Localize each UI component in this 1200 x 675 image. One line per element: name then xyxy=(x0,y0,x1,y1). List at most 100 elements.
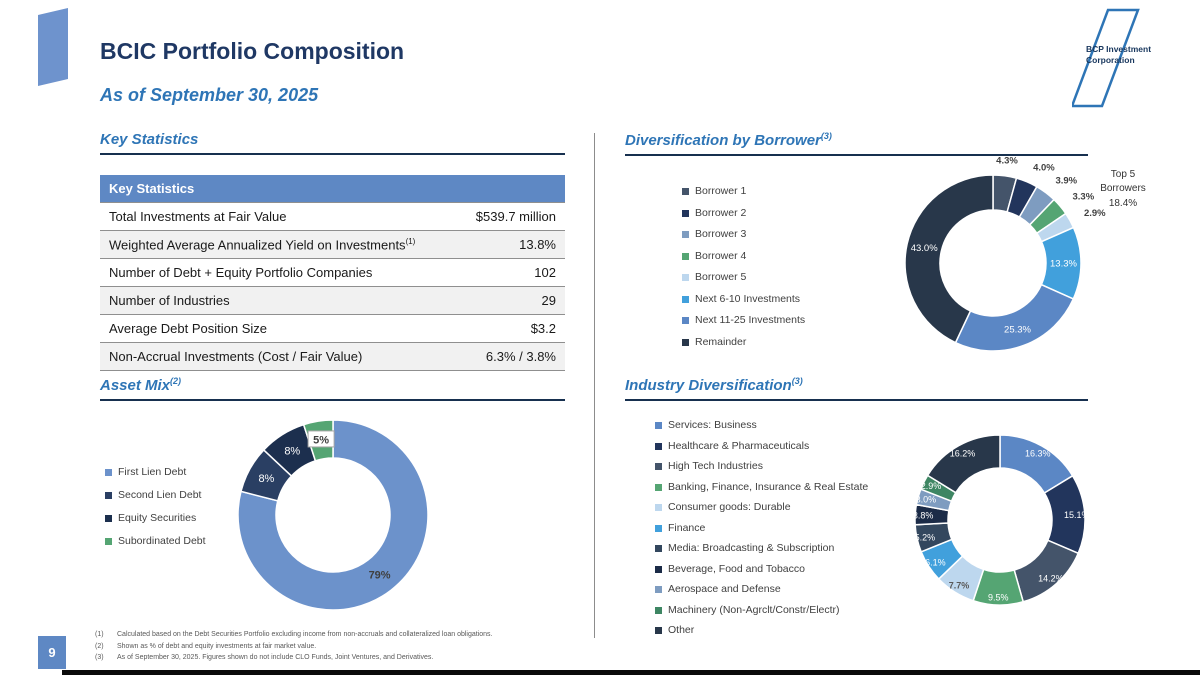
legend-swatch-icon xyxy=(105,492,112,499)
donut-data-label: 16.3% xyxy=(1025,448,1051,458)
donut-data-label: 2.9% xyxy=(921,481,942,491)
donut-data-label: 3.8% xyxy=(913,511,934,521)
stats-row: Number of Debt + Equity Portfolio Compan… xyxy=(100,258,565,288)
section-title: Asset Mix xyxy=(100,377,171,394)
donut-data-label: 6.1% xyxy=(925,557,946,567)
legend-item: Banking, Finance, Insurance & Real Estat… xyxy=(655,480,869,493)
legend-label: Consumer goods: Durable xyxy=(668,501,791,513)
top5-value: 18.4% xyxy=(1108,198,1138,209)
legend-item: Finance xyxy=(655,521,868,534)
page-title: BCIC Portfolio Composition xyxy=(100,38,405,64)
stats-row: Number of Industries 29 xyxy=(100,286,565,316)
donut-data-label: 14.2% xyxy=(1038,573,1064,583)
legend-swatch-icon xyxy=(655,586,662,593)
legend-label: First Lien Debt xyxy=(118,466,187,478)
accent-flag xyxy=(38,8,68,86)
legend-label: High Tech Industries xyxy=(668,460,763,472)
stat-label: Total Investments at Fair Value xyxy=(100,202,457,231)
legend-label: Equity Securities xyxy=(118,512,197,524)
legend-label: Services: Business xyxy=(668,419,757,431)
legend-label: Media: Broadcasting & Subscription xyxy=(668,542,835,554)
footnote-ref: (3) xyxy=(791,376,803,386)
footnote-text: Calculated based on the Debt Securities … xyxy=(117,631,493,638)
legend-swatch-icon xyxy=(655,627,662,634)
legend-label: Second Lien Debt xyxy=(118,489,202,501)
top5-borrowers-annotation: Top 5 Borrowers 18.4% xyxy=(1092,168,1154,211)
legend-item: Borrower 1 xyxy=(682,186,805,197)
donut-data-label: 7.7% xyxy=(949,581,970,591)
stat-label: Number of Debt + Equity Portfolio Compan… xyxy=(100,258,457,288)
legend-item: Aerospace and Defense xyxy=(655,584,868,595)
legend-label: Borrower 3 xyxy=(695,228,747,240)
donut-data-label: 15.1% xyxy=(1064,510,1090,520)
legend-item: Media: Broadcasting & Subscription xyxy=(655,543,868,554)
section-title: Key Statistics xyxy=(100,131,199,148)
legend-label: Banking, Finance, Insurance & Real Estat… xyxy=(668,480,869,493)
top5-line1: Top 5 xyxy=(1110,169,1136,180)
footnote-ref: (2) xyxy=(95,642,104,650)
top5-line2: Borrowers xyxy=(1100,182,1146,194)
footnote-ref: (3) xyxy=(95,654,104,661)
legend-swatch-icon xyxy=(682,252,689,260)
legend-label: Beverage, Food and Tobacco xyxy=(668,562,805,575)
legend-swatch-icon xyxy=(105,538,112,545)
legend-swatch-icon xyxy=(105,515,112,522)
donut-data-label: 16.2% xyxy=(950,448,976,458)
industry-legend: Services: Business Healthcare & Pharmaceu… xyxy=(655,420,868,636)
donut-data-label: 9.5% xyxy=(988,592,1009,602)
stat-value: 13.8% xyxy=(456,230,565,260)
legend-item: Healthcare & Pharmaceuticals xyxy=(655,440,868,452)
bottom-bar xyxy=(62,670,1200,675)
donut-segment-next-11-25-investments xyxy=(954,283,1075,352)
footnote-ref: (3) xyxy=(820,131,832,141)
legend-swatch-icon xyxy=(682,231,689,238)
donut-data-label: 3.9% xyxy=(1055,175,1077,186)
footnotes: (1) Calculated based on the Debt Securiti… xyxy=(95,629,493,664)
legend-label: Aerospace and Defense xyxy=(668,583,781,595)
legend-item: Consumer goods: Durable xyxy=(655,502,868,513)
logo-line2: Corporation xyxy=(1086,54,1135,65)
legend-item: Borrower 5 xyxy=(682,272,805,283)
legend-swatch-icon xyxy=(682,338,689,346)
legend-label: Borrower 2 xyxy=(695,206,747,219)
donut-data-label: 3.3% xyxy=(1073,191,1095,202)
stat-value: 6.3% / 3.8% xyxy=(456,342,565,372)
footnote-ref: (2) xyxy=(170,376,182,386)
legend-label: Other xyxy=(668,624,695,636)
company-logo: BCP Investment Corporation xyxy=(1086,44,1151,65)
logo-parallelogram-icon xyxy=(1072,8,1140,108)
page-number: 9 xyxy=(38,636,66,669)
section-header-asset-mix: Asset Mix(2) xyxy=(100,376,565,401)
donut-data-label: 3.0% xyxy=(916,494,937,504)
legend-swatch-icon xyxy=(655,545,662,552)
donut-data-label: 8% xyxy=(284,445,300,457)
section-header-key-statistics: Key Statistics xyxy=(100,131,565,155)
legend-label: Remainder xyxy=(695,335,747,348)
legend-item: Services: Business xyxy=(655,420,868,431)
data-label-box xyxy=(307,430,335,448)
stats-row: Weighted Average Annualized Yield on Inv… xyxy=(100,230,565,260)
donut-data-label: 25.3% xyxy=(1004,325,1031,336)
legend-item: Borrower 4 xyxy=(682,250,805,262)
donut-data-label: 13.3% xyxy=(1050,259,1077,270)
section-header-borrower: Diversification by Borrower(3) xyxy=(625,131,1088,156)
legend-swatch-icon xyxy=(682,188,689,195)
donut-data-label: 5% xyxy=(313,434,329,446)
legend-swatch-icon xyxy=(655,524,662,532)
donut-data-label: 43.0% xyxy=(911,243,938,254)
legend-label: Finance xyxy=(668,521,706,534)
footnote-text: As of September 30, 2025. Figures shown … xyxy=(117,654,434,661)
table-header: Key Statistics xyxy=(100,175,565,203)
footnote-text: Shown as % of debt and equity investment… xyxy=(117,642,317,650)
legend-swatch-icon xyxy=(682,295,689,303)
asset-mix-donut-chart: 79% 8% 8% 5% xyxy=(237,419,429,611)
legend-swatch-icon xyxy=(682,274,689,281)
legend-item: Machinery (Non-Agrclt/Constr/Electr) xyxy=(655,604,868,616)
legend-item: High Tech Industries xyxy=(655,461,868,472)
legend-item: First Lien Debt xyxy=(105,467,206,478)
donut-segment-remainder xyxy=(904,174,994,344)
stat-label: Weighted Average Annualized Yield on Inv… xyxy=(100,230,457,260)
table-header-row: Key Statistics xyxy=(100,175,565,203)
donut-data-label: 79% xyxy=(369,570,391,582)
